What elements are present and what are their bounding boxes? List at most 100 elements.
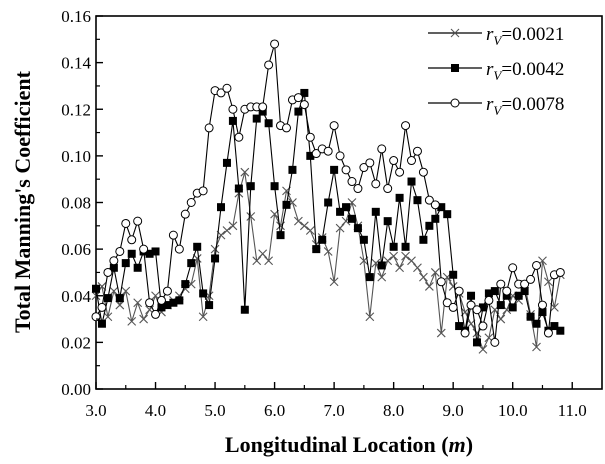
y-tick-label: 0.00: [61, 380, 91, 399]
series-2-point: [157, 303, 166, 312]
series-2-point: [169, 298, 178, 307]
series-3-point: [311, 149, 321, 159]
series-3-point: [496, 279, 506, 289]
series-layer: [91, 39, 565, 354]
series-3-point: [407, 156, 417, 166]
series-1-point: [496, 314, 506, 324]
series-3-point: [186, 198, 196, 207]
x-axis-title-close: ): [466, 432, 473, 457]
series-1-point: [294, 216, 303, 226]
y-tick-label: 0.14: [61, 54, 91, 73]
series-3-point: [329, 121, 339, 131]
series-2-point: [490, 287, 499, 296]
series-3-point: [389, 156, 399, 166]
series-1-point: [472, 328, 482, 338]
x-tick-label: 8.0: [383, 401, 404, 420]
series-2-point: [395, 193, 404, 202]
series-2-point: [103, 294, 112, 303]
series-1-point: [210, 244, 220, 254]
series-1-point: [329, 277, 339, 287]
series-1-point: [395, 263, 404, 273]
series-2-point: [133, 263, 142, 272]
legend-entry-series-1: rV=0.0021: [428, 24, 564, 48]
series-2-point: [282, 200, 291, 209]
series-2: [92, 88, 565, 347]
series-1-point: [198, 312, 208, 322]
series-3-point: [109, 256, 119, 266]
series-1-point: [264, 256, 274, 266]
y-tick-label: 0.06: [61, 240, 91, 259]
series-3-point: [222, 83, 232, 93]
series-2-point: [342, 203, 351, 212]
series-1-point: [430, 268, 440, 277]
series-2-point: [371, 207, 380, 216]
series-2-point: [97, 319, 106, 328]
series-2-point: [121, 259, 130, 268]
series-2-point: [526, 312, 535, 321]
series-3-point: [264, 60, 274, 70]
x-axis-title-unit: m: [449, 432, 466, 457]
series-1-point: [544, 277, 553, 287]
legend-entry-series-2: rV=0.0042: [428, 59, 564, 83]
series-2-point: [300, 88, 309, 97]
series-1-point: [252, 256, 262, 266]
series-2-point: [270, 182, 279, 191]
series-2-point: [514, 291, 523, 300]
series-2-point: [193, 242, 202, 251]
series-3-point: [335, 151, 345, 161]
series-2-point: [222, 158, 231, 167]
series-3-point: [305, 132, 315, 142]
series-3-point: [401, 121, 411, 131]
series-2-point: [413, 196, 422, 205]
series-3-point: [341, 165, 351, 175]
series-2-point: [115, 294, 124, 303]
series-3: [91, 39, 565, 347]
series-2-point: [502, 291, 511, 300]
x-axis-title: Longitudinal Location (m): [225, 432, 473, 457]
series-1-point: [424, 282, 434, 291]
series-2-point: [496, 301, 505, 310]
x-tick-label: 3.0: [85, 401, 106, 420]
series-3-point: [502, 286, 512, 296]
series-2-point: [467, 291, 476, 300]
series-2-point: [288, 165, 297, 174]
series-3-point: [299, 100, 309, 110]
series-2-point: [127, 249, 136, 258]
series-1-point: [103, 312, 113, 322]
series-2-point: [258, 107, 267, 116]
x-tick-label: 5.0: [204, 401, 225, 420]
series-2-point: [276, 231, 285, 240]
series-1-point: [407, 256, 416, 266]
series-3-point: [365, 158, 375, 168]
series-2-point: [199, 289, 208, 298]
series-3-point: [448, 302, 458, 312]
series-3-point: [156, 295, 166, 305]
series-2-point: [407, 177, 416, 186]
series-1-point: [109, 286, 119, 296]
series-1-point: [246, 212, 256, 221]
series-3-point: [472, 305, 482, 315]
series-3-point: [532, 260, 542, 270]
series-3-point: [442, 298, 452, 308]
y-tick-label: 0.02: [61, 333, 91, 352]
series-2-point: [240, 305, 249, 314]
series-2-point: [234, 184, 243, 193]
series-2-point: [425, 221, 434, 230]
series-2-point: [383, 217, 392, 226]
series-3-point: [478, 321, 488, 331]
y-tick-label: 0.08: [61, 194, 91, 213]
series-2-point: [181, 280, 190, 289]
legend-label-series-3: rV=0.0078: [486, 94, 564, 118]
series-3-point: [198, 186, 208, 196]
series-2-point: [336, 207, 345, 216]
series-1-point: [377, 272, 387, 282]
series-3-point: [454, 286, 464, 296]
series-3-point: [258, 102, 268, 112]
series-2-point: [353, 224, 362, 233]
y-tick-label: 0.16: [61, 7, 91, 26]
series-1-point: [389, 251, 399, 261]
series-3-point: [234, 132, 244, 142]
legend-marker-circle-glyph: [450, 98, 460, 108]
series-3-point: [115, 246, 125, 256]
